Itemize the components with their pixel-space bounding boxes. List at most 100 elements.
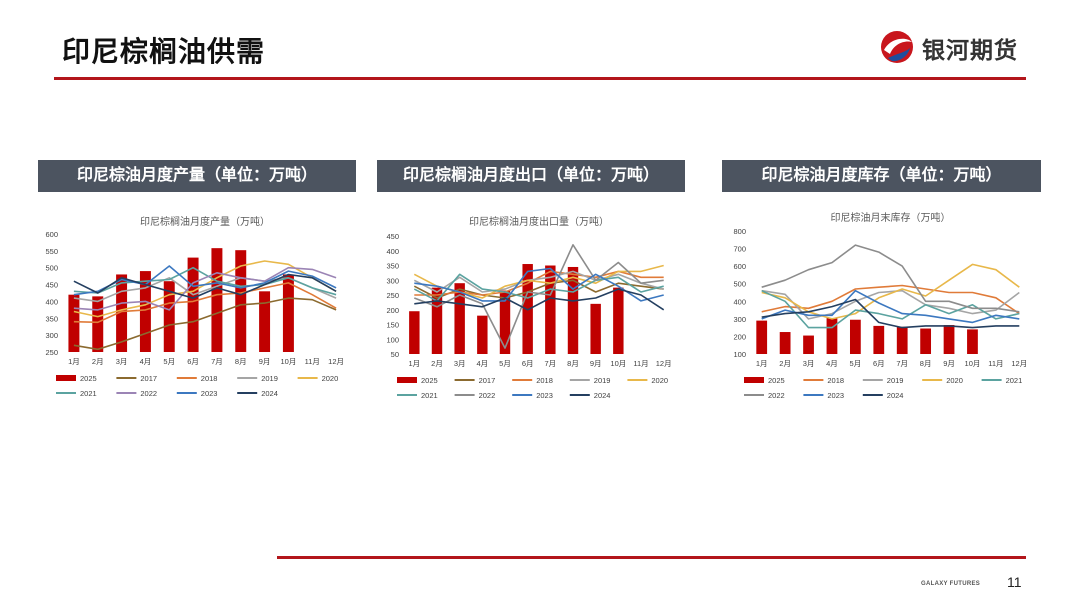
panel-header-export: 印尼棕榈油月度出口（单位：万吨）: [377, 160, 685, 192]
x-tick-label: 10月: [280, 357, 296, 366]
x-tick-label: 9月: [259, 357, 271, 366]
bar-2025-7: [896, 326, 908, 354]
legend-swatch-2025: [744, 377, 764, 383]
x-tick-label: 5月: [163, 357, 175, 366]
bar-2025-10: [282, 274, 294, 352]
footer-brand: GALAXY FUTURES: [921, 581, 981, 587]
y-tick-label: 600: [45, 230, 58, 239]
bar-2025-9: [590, 303, 601, 354]
bar-2025-10: [613, 287, 624, 354]
y-tick-label: 400: [45, 297, 58, 306]
legend-label: 2024: [594, 391, 611, 400]
bar-2025-4: [477, 315, 488, 354]
chart-title: 印尼棕油月末库存（万吨）: [831, 211, 951, 224]
line-series-2022: [761, 244, 1020, 313]
y-tick-label: 350: [45, 314, 58, 323]
y-tick-label: 300: [45, 331, 58, 340]
x-tick-label: 2月: [431, 359, 443, 368]
x-tick-label: 4月: [476, 359, 488, 368]
x-tick-label: 2月: [779, 359, 791, 368]
legend-label: 2017: [140, 374, 157, 383]
legend-swatch-2025: [56, 375, 76, 381]
export-chart: 印尼棕榈油月度出口量（万吨） 50 100 150 200 250 300 350 400 450…: [386, 215, 672, 400]
line-series-2021: [761, 289, 1020, 329]
y-tick-label: 100: [386, 335, 399, 344]
bar-2025-5: [849, 319, 861, 354]
legend-label: 2020: [946, 376, 963, 385]
legend-label: 2023: [536, 391, 553, 400]
y-tick-label: 600: [733, 262, 746, 271]
bar-2025-4: [139, 271, 151, 352]
legend-label: 2025: [80, 374, 97, 383]
y-tick-label: 450: [386, 232, 399, 241]
line-series-2024: [761, 298, 1020, 329]
line-series-2024: [414, 288, 665, 311]
legend-label: 2022: [140, 389, 157, 398]
y-tick-label: 700: [733, 245, 746, 254]
line-series-2020: [73, 260, 337, 318]
line-series-2022: [73, 266, 337, 311]
page-number: 11: [1007, 574, 1022, 590]
x-tick-label: 3月: [454, 359, 466, 368]
x-tick-label: 12月: [328, 357, 344, 366]
galaxy-futures-logo: [881, 31, 913, 63]
bar-2025-5: [163, 281, 175, 352]
line-series-2021: [73, 266, 337, 296]
x-tick-label: 11月: [988, 359, 1003, 368]
legend-label: 2021: [421, 391, 438, 400]
legend-swatch-2025: [397, 377, 417, 383]
x-tick-label: 11月: [633, 359, 648, 368]
x-tick-label: 8月: [235, 357, 247, 366]
bar-2025-2: [431, 287, 443, 354]
legend-label: 2024: [261, 389, 278, 398]
x-tick-label: 12月: [1011, 359, 1027, 368]
title-divider: [54, 77, 1026, 80]
y-tick-label: 50: [391, 350, 399, 359]
y-tick-label: 400: [733, 297, 746, 306]
legend-label: 2017: [479, 376, 496, 385]
y-tick-label: 300: [386, 276, 399, 285]
line-series-2017: [73, 297, 337, 351]
x-tick-label: 4月: [826, 359, 838, 368]
y-tick-label: 100: [733, 350, 746, 359]
legend-label: 2022: [768, 391, 785, 400]
legend-label: 2018: [201, 374, 218, 383]
y-tick-label: 200: [733, 332, 746, 341]
bar-2025-9: [259, 291, 271, 352]
x-tick-label: 10月: [610, 359, 626, 368]
bar-2025-7: [545, 265, 556, 354]
legend-label: 2019: [261, 374, 278, 383]
line-series-2018: [761, 284, 1020, 315]
x-tick-label: 2月: [92, 357, 104, 366]
y-tick-label: 250: [386, 291, 399, 300]
x-tick-label: 12月: [656, 359, 672, 368]
page-title: 印尼棕榈油供需: [62, 36, 266, 67]
legend-label: 2025: [768, 376, 785, 385]
x-tick-label: 11月: [305, 357, 320, 366]
chart-title: 印尼棕榈油月度产量（万吨）: [140, 215, 270, 228]
line-series-2020: [761, 263, 1020, 320]
x-tick-label: 4月: [140, 357, 152, 366]
y-tick-label: 350: [386, 262, 399, 271]
y-tick-label: 500: [733, 280, 746, 289]
y-tick-label: 200: [386, 306, 399, 315]
legend-label: 2024: [887, 391, 904, 400]
line-series-2018: [73, 282, 337, 324]
line-series-2024: [73, 273, 337, 299]
legend-label: 2018: [827, 376, 844, 385]
legend-label: 2019: [887, 376, 904, 385]
bar-2025-3: [803, 335, 814, 354]
legend-label: 2020: [322, 374, 339, 383]
line-series-2022: [414, 243, 664, 349]
x-tick-label: 6月: [873, 359, 885, 368]
bar-2025-1: [756, 320, 768, 354]
x-tick-label: 6月: [187, 357, 199, 366]
x-tick-label: 7月: [211, 357, 223, 366]
legend-label: 2023: [201, 389, 218, 398]
panel-header-production: 印尼棕油月度产量（单位：万吨）: [38, 160, 356, 192]
bar-2025-8: [567, 266, 579, 354]
panel-header-inventory: 印尼棕油月度库存（单位：万吨）: [722, 160, 1041, 192]
bar-2025-4: [826, 317, 838, 354]
bar-2025-3: [454, 283, 465, 354]
